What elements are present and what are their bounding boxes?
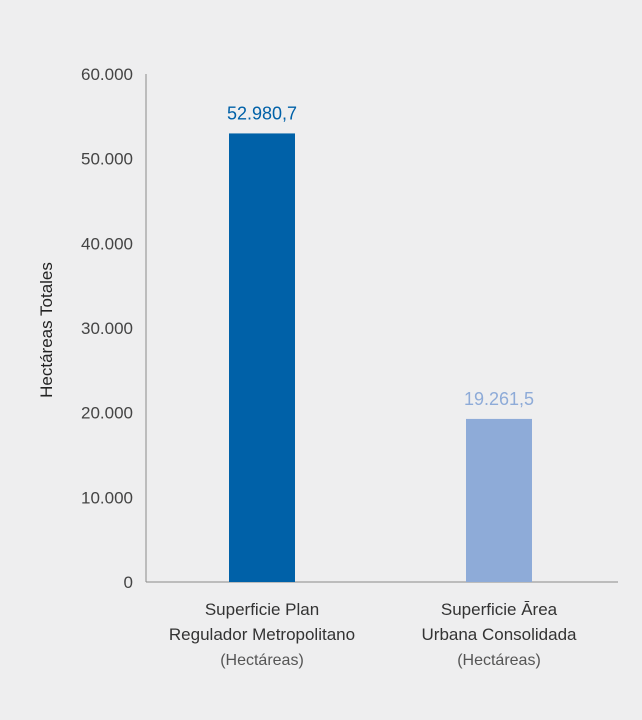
category-unit-label: (Hectáreas)	[457, 652, 541, 669]
y-axis-title: Hectáreas Totales	[37, 262, 56, 398]
y-tick-label: 60.000	[81, 65, 133, 84]
y-tick-label: 0	[124, 573, 133, 592]
data-label: 52.980,7	[227, 103, 297, 123]
category-labels: Superficie Plan Regulador Metropolitano (H…	[169, 600, 577, 669]
y-axis-ticks: 0 10.000 20.000 30.000 40.000 50.000 60.000	[81, 65, 133, 592]
data-label: 19.261,5	[464, 389, 534, 409]
category-label: Regulador Metropolitano	[169, 625, 355, 644]
y-tick-label: 40.000	[81, 234, 133, 253]
axes	[145, 74, 618, 583]
data-labels: 52.980,7 19.261,5	[227, 103, 534, 408]
y-tick-label: 10.000	[81, 488, 133, 507]
bars	[229, 133, 532, 583]
category-label: Superficie Ārea	[441, 600, 558, 619]
category-unit-label: (Hectáreas)	[220, 652, 304, 669]
category-label: Superficie Plan	[205, 600, 319, 619]
y-tick-label: 50.000	[81, 150, 133, 169]
bar	[466, 418, 532, 582]
bar	[229, 133, 295, 583]
y-tick-label: 20.000	[81, 404, 133, 423]
y-tick-label: 30.000	[81, 319, 133, 338]
category-label: Urbana Consolidada	[422, 625, 578, 644]
